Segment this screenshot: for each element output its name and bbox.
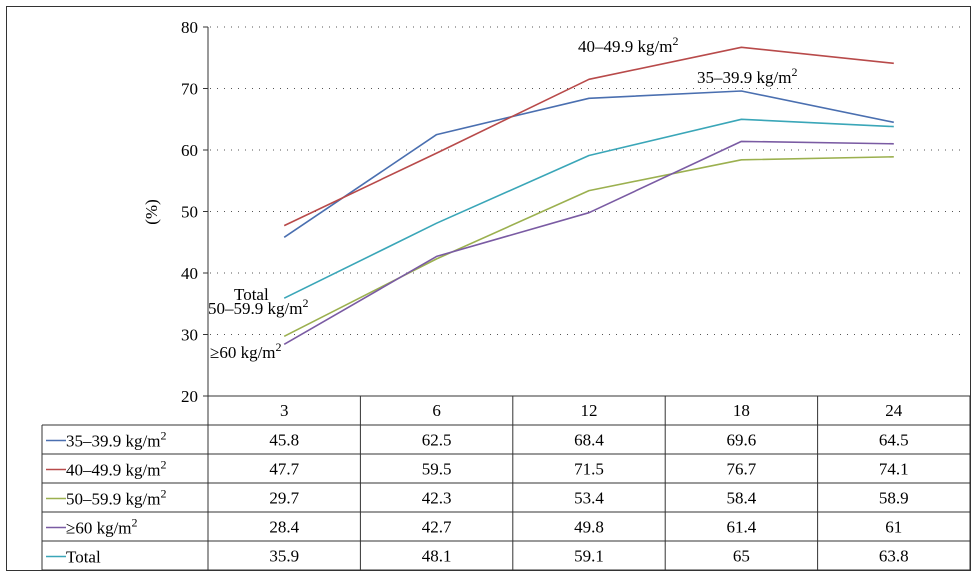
series-line <box>283 156 894 338</box>
table-cell: 48.1 <box>422 547 452 566</box>
y-tick-label: 20 <box>181 387 198 406</box>
x-category-label: 24 <box>885 401 903 420</box>
series-line <box>283 118 894 299</box>
series-annotation: 50–59.9 kg/m2 <box>208 296 308 318</box>
table-cell: 28.4 <box>269 518 299 537</box>
table-cell: 35.9 <box>269 547 299 566</box>
table-cell: 58.4 <box>727 489 757 508</box>
legend-label: 50–59.9 kg/m2 <box>66 487 166 509</box>
table-cell: 42.7 <box>422 518 452 537</box>
chart-frame <box>6 6 971 571</box>
table-cell: 49.8 <box>574 518 604 537</box>
table-cell: 61.4 <box>727 518 757 537</box>
table-cell: 76.7 <box>727 460 757 479</box>
y-tick-label: 40 <box>181 264 198 283</box>
x-category-label: 3 <box>280 401 289 420</box>
table-cell: 63.8 <box>879 547 909 566</box>
legend-label: 35–39.9 kg/m2 <box>66 429 166 451</box>
table-cell: 65 <box>733 547 750 566</box>
table-cell: 58.9 <box>879 489 909 508</box>
y-tick-label: 50 <box>181 203 198 222</box>
series-line <box>283 90 894 238</box>
series-annotation: 35–39.9 kg/m2 <box>697 65 797 87</box>
table-cell: 69.6 <box>727 431 757 450</box>
y-tick-label: 30 <box>181 326 198 345</box>
series-line <box>283 140 894 345</box>
series-line <box>283 46 894 227</box>
table-cell: 61 <box>885 518 902 537</box>
table-cell: 42.3 <box>422 489 452 508</box>
table-cell: 59.1 <box>574 547 604 566</box>
table-cell: 64.5 <box>879 431 909 450</box>
table-cell: 29.7 <box>269 489 299 508</box>
table-cell: 74.1 <box>879 460 909 479</box>
legend-label: 40–49.9 kg/m2 <box>66 458 166 480</box>
series-annotation: ≥60 kg/m2 <box>210 340 282 362</box>
table-cell: 45.8 <box>269 431 299 450</box>
y-tick-label: 70 <box>181 80 198 99</box>
legend-label: Total <box>66 548 101 567</box>
table-cell: 62.5 <box>422 431 452 450</box>
y-axis-label: (%) <box>142 199 161 224</box>
x-category-label: 12 <box>581 401 598 420</box>
series-annotation: Total <box>234 285 269 304</box>
table-cell: 59.5 <box>422 460 452 479</box>
y-tick-label: 80 <box>181 18 198 37</box>
x-category-label: 18 <box>733 401 750 420</box>
y-tick-label: 60 <box>181 141 198 160</box>
table-cell: 47.7 <box>269 460 299 479</box>
table-cell: 68.4 <box>574 431 604 450</box>
x-category-label: 6 <box>432 401 441 420</box>
series-annotation: 40–49.9 kg/m2 <box>578 34 678 56</box>
table-cell: 53.4 <box>574 489 604 508</box>
table-cell: 71.5 <box>574 460 604 479</box>
legend-label: ≥60 kg/m2 <box>66 516 138 538</box>
